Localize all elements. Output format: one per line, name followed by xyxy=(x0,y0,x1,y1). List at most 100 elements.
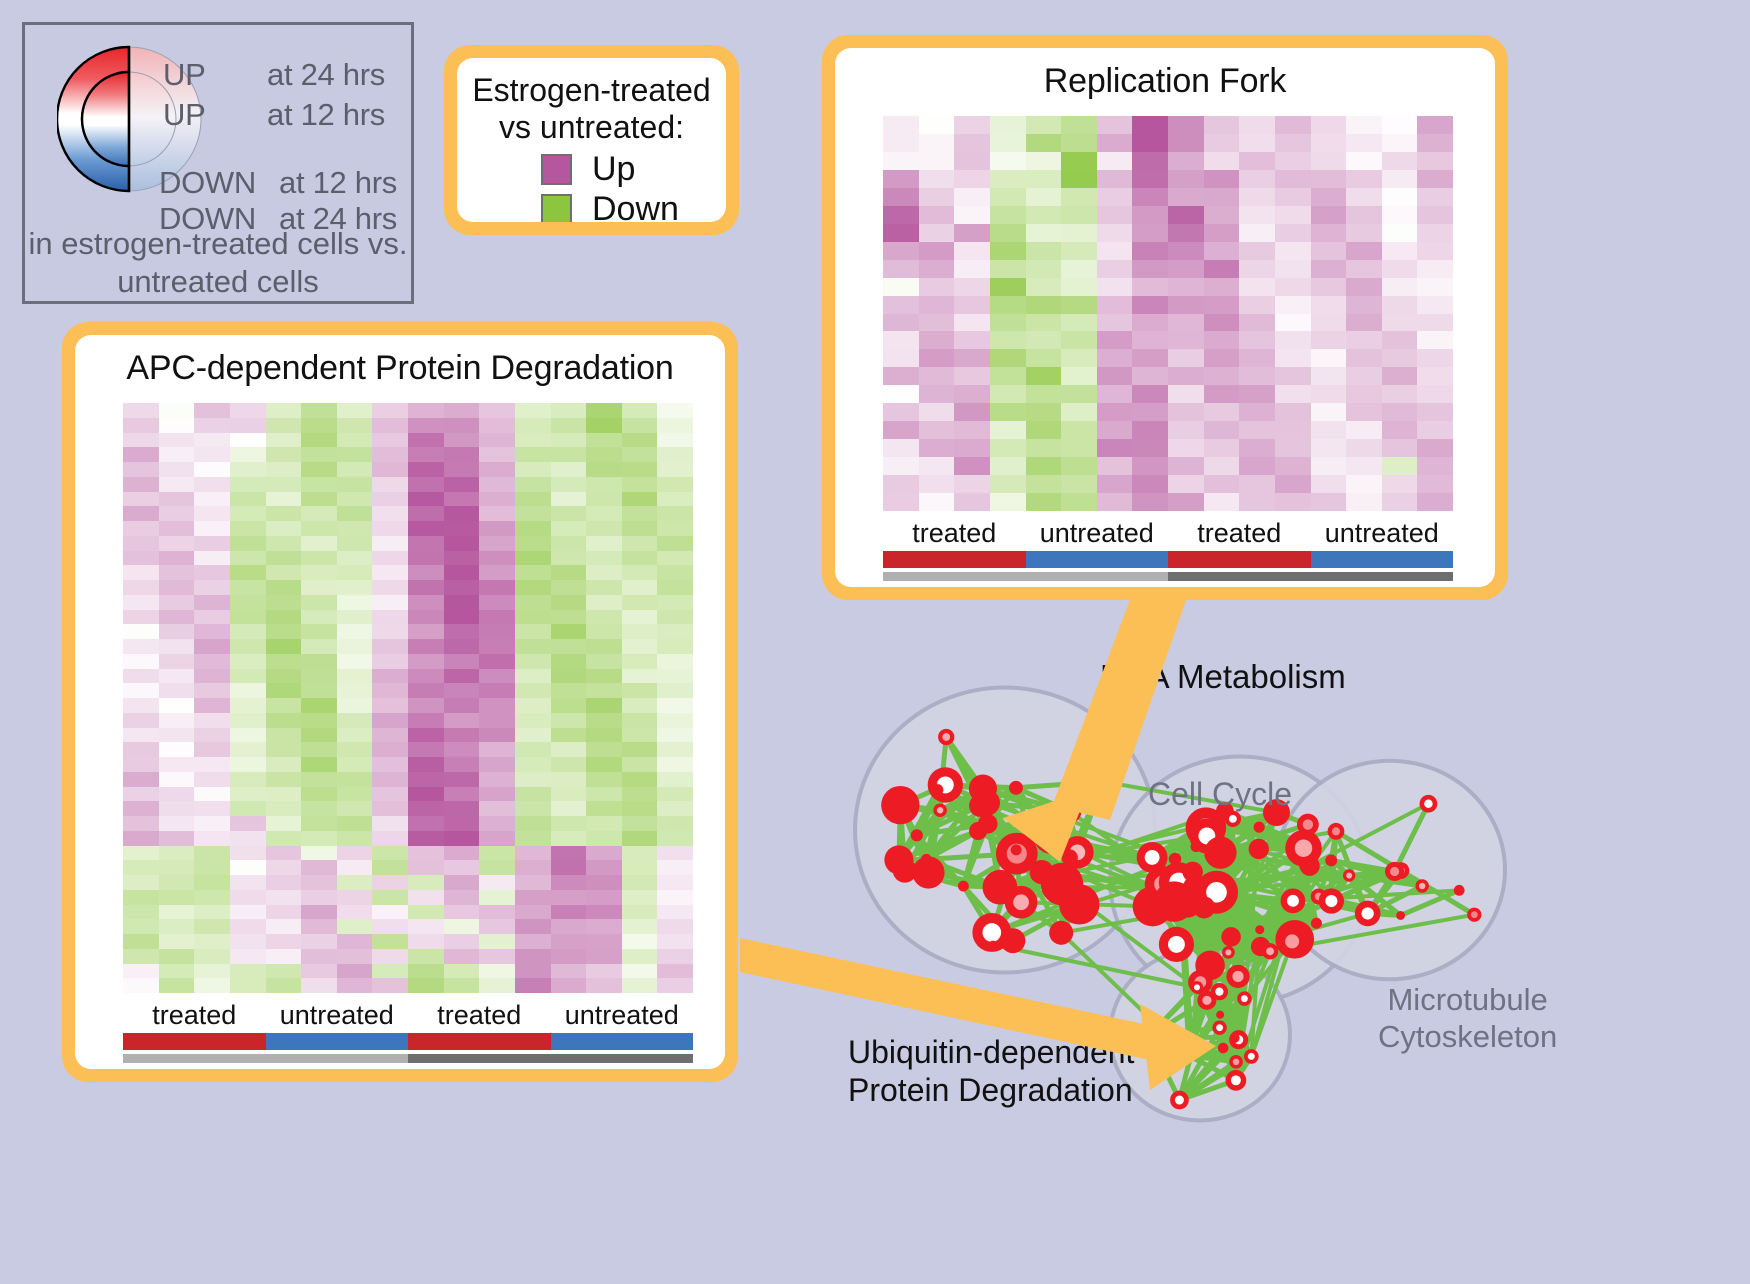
colorwheel-row-0-direction: UP xyxy=(163,57,205,93)
condition-bar-2 xyxy=(1168,551,1311,568)
updown-legend-panel: Estrogen-treated vs untreated: Up Down xyxy=(444,45,739,235)
network-node-core xyxy=(1202,996,1211,1005)
replication-condition-colorbar xyxy=(883,551,1453,568)
network-node[interactable] xyxy=(912,856,944,888)
network-node[interactable] xyxy=(989,941,997,949)
condition-label-0: treated xyxy=(883,518,1026,549)
network-node-core xyxy=(1424,799,1433,808)
network-node[interactable] xyxy=(1191,841,1202,852)
network-node-core xyxy=(1231,1075,1241,1085)
replication-fork-heatmap xyxy=(883,116,1453,511)
network-node[interactable] xyxy=(1058,799,1082,823)
condition-label-1: untreated xyxy=(1026,518,1169,549)
network-node-core xyxy=(1225,949,1231,955)
network-node[interactable] xyxy=(1154,881,1194,921)
network-node[interactable] xyxy=(1049,921,1073,945)
network-node[interactable] xyxy=(1011,844,1022,855)
network-node[interactable] xyxy=(1009,781,1023,795)
network-node-core xyxy=(1216,1024,1223,1031)
network-node-core xyxy=(1185,1052,1192,1059)
network-node[interactable] xyxy=(1300,856,1320,876)
network-node-core xyxy=(1346,873,1352,879)
network-node[interactable] xyxy=(1229,1033,1239,1043)
network-node-core xyxy=(1285,934,1299,948)
network-node[interactable] xyxy=(881,786,919,824)
network-node-core xyxy=(1419,883,1425,889)
network-node[interactable] xyxy=(1325,855,1337,867)
network-node[interactable] xyxy=(1249,839,1269,859)
timepoint-label-0: 12 hrs xyxy=(123,1066,408,1069)
network-node[interactable] xyxy=(1169,853,1181,865)
condition-bar-1 xyxy=(266,1033,409,1050)
network-node[interactable] xyxy=(958,881,969,892)
network-node[interactable] xyxy=(1311,918,1322,929)
network-node-core xyxy=(942,733,950,741)
legend-item-up: Up xyxy=(457,152,726,186)
timepoint-bar-0 xyxy=(883,572,1168,581)
network-node[interactable] xyxy=(1255,925,1264,934)
network-node-core xyxy=(1248,1053,1255,1060)
updown-legend-title: Estrogen-treated vs untreated: xyxy=(457,72,726,146)
apc-condition-colorbar xyxy=(123,1033,693,1050)
colorwheel-row-1-time: at 12 hrs xyxy=(267,97,385,133)
cluster-label-dna-metabolism: DNA Metabolism xyxy=(1100,657,1346,697)
network-node[interactable] xyxy=(1204,836,1236,868)
network-node-core xyxy=(937,807,943,813)
network-node[interactable] xyxy=(1193,896,1215,918)
network-node[interactable] xyxy=(884,845,913,874)
network-node-core xyxy=(1390,867,1399,876)
colorwheel-row-2-direction: DOWN xyxy=(159,165,256,201)
apc-timepoint-colorbar xyxy=(123,1054,693,1063)
condition-bar-3 xyxy=(551,1033,694,1050)
colorwheel-legend-box: UP at 24 hrs UP at 12 hrs DOWN at 12 hrs… xyxy=(22,22,414,304)
network-node-core xyxy=(1095,773,1112,790)
colorwheel-row-2-time: at 12 hrs xyxy=(279,165,397,201)
network-node-core xyxy=(1266,947,1274,955)
network-node-core xyxy=(1175,1096,1184,1105)
network-node[interactable] xyxy=(1062,849,1078,865)
network-node-core xyxy=(1194,984,1200,990)
network-node-core xyxy=(1325,895,1337,907)
timepoint-label-0: 12 hrs xyxy=(883,584,1168,587)
network-node-core xyxy=(982,923,1001,942)
pathway-network-diagram: DNA Metabolism Cell Cycle Microtubule Cy… xyxy=(800,615,1750,1279)
network-node-core xyxy=(1043,829,1059,845)
network-node-core xyxy=(1232,971,1243,982)
network-node[interactable] xyxy=(969,794,992,817)
network-node[interactable] xyxy=(1182,862,1202,882)
network-svg xyxy=(800,615,1750,1279)
replication-timepoint-colorbar xyxy=(883,572,1453,581)
cluster-label-microtubule-cytoskeleton: Microtubule Cytoskeleton xyxy=(1378,981,1557,1055)
network-node[interactable] xyxy=(969,822,987,840)
network-node[interactable] xyxy=(1254,822,1265,833)
network-node[interactable] xyxy=(932,784,943,795)
network-node[interactable] xyxy=(1454,885,1465,896)
network-node[interactable] xyxy=(1059,884,1099,924)
network-node[interactable] xyxy=(1396,911,1405,920)
apc-timepoint-labels: 12 hrs24 hrs xyxy=(123,1066,693,1069)
network-node[interactable] xyxy=(1030,860,1054,884)
cluster-label-ubiquitin-degradation: Ubiquitin-dependent Protein Degradation xyxy=(848,1033,1134,1110)
apc-degradation-heatmap xyxy=(123,403,693,993)
network-node[interactable] xyxy=(1218,1043,1229,1054)
condition-label-2: treated xyxy=(1168,518,1311,549)
network-node[interactable] xyxy=(911,829,923,841)
network-node-core xyxy=(1332,827,1340,835)
colorwheel-row-0-time: at 24 hrs xyxy=(267,57,385,93)
network-node[interactable] xyxy=(1216,1011,1224,1019)
network-node-core xyxy=(1215,988,1223,996)
condition-label-1: untreated xyxy=(266,1000,409,1031)
network-node[interactable] xyxy=(1228,891,1238,901)
legend-label-up: Up xyxy=(592,152,635,186)
network-node-core xyxy=(1471,911,1478,918)
condition-bar-3 xyxy=(1311,551,1454,568)
timepoint-bar-0 xyxy=(123,1054,408,1063)
condition-bar-2 xyxy=(408,1033,551,1050)
network-node-core xyxy=(1145,850,1160,865)
network-node[interactable] xyxy=(1221,927,1241,947)
network-node-core xyxy=(1229,815,1237,823)
